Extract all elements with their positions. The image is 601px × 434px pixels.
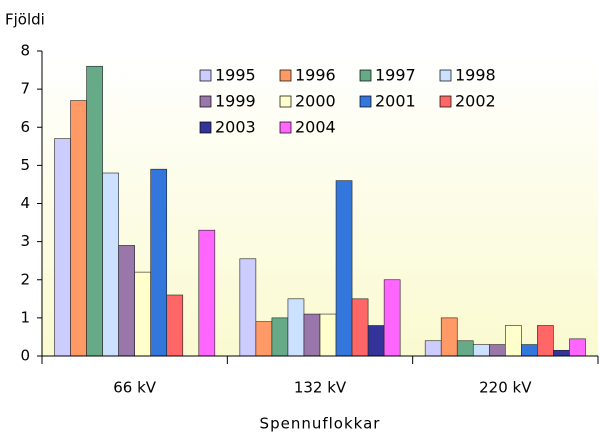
legend-label: 2003 — [215, 118, 256, 137]
legend-label: 1995 — [215, 66, 256, 85]
bar — [537, 325, 554, 357]
bar — [239, 258, 257, 357]
y-tick-label: 5 — [20, 156, 30, 174]
bar — [198, 229, 216, 357]
legend-swatch — [199, 69, 212, 82]
bar — [86, 65, 103, 357]
bar — [553, 349, 570, 357]
x-tick-label: 132 kV — [294, 379, 347, 397]
legend-label: 1997 — [375, 66, 416, 85]
legend-swatch — [279, 121, 292, 134]
legend-label: 2000 — [295, 92, 336, 111]
y-tick-label: 8 — [20, 42, 30, 60]
legend-label: 2002 — [455, 92, 496, 111]
legend-swatch — [439, 69, 452, 82]
y-tick-label: 4 — [20, 194, 30, 212]
y-tick-label: 6 — [20, 118, 30, 136]
bar — [472, 344, 490, 357]
bar — [319, 313, 337, 357]
x-tick-label: 220 kV — [479, 379, 532, 397]
legend-swatch — [439, 95, 452, 108]
bar — [505, 325, 522, 357]
y-tick-label: 7 — [20, 80, 30, 98]
bar — [489, 344, 506, 357]
bar — [54, 138, 71, 357]
bar — [118, 245, 135, 357]
y-tick-label: 1 — [20, 308, 30, 326]
y-tick-label: 3 — [20, 232, 30, 250]
legend-label: 1998 — [455, 66, 496, 85]
legend-swatch — [279, 69, 292, 82]
bar — [102, 172, 119, 357]
bar — [335, 180, 353, 357]
legend-label: 2004 — [295, 118, 336, 137]
y-axis-label: Fjöldi — [5, 11, 45, 29]
bar — [150, 168, 168, 357]
bar — [287, 298, 305, 357]
bar — [521, 344, 538, 357]
bar — [456, 340, 474, 357]
legend-swatch — [279, 95, 292, 108]
bar — [367, 325, 385, 357]
x-axis-label: Spennuflokkar — [260, 415, 381, 433]
legend-swatch — [359, 69, 372, 82]
bar — [271, 317, 289, 357]
bar — [569, 338, 586, 357]
bar — [255, 321, 273, 357]
bar — [440, 317, 458, 357]
bar — [166, 294, 184, 357]
y-tick-label: 0 — [20, 347, 30, 365]
y-tick-label: 2 — [20, 270, 30, 288]
bar — [303, 313, 321, 357]
bar — [134, 271, 151, 357]
legend-swatch — [199, 121, 212, 134]
bar — [351, 298, 369, 357]
legend-label: 1999 — [215, 92, 256, 111]
legend-label: 2001 — [375, 92, 416, 111]
legend-swatch — [199, 95, 212, 108]
legend-swatch — [359, 95, 372, 108]
bar — [424, 340, 442, 357]
x-tick-label: 66 kV — [113, 379, 157, 397]
bar — [70, 100, 87, 357]
legend-label: 1996 — [295, 66, 336, 85]
bar — [383, 279, 401, 357]
